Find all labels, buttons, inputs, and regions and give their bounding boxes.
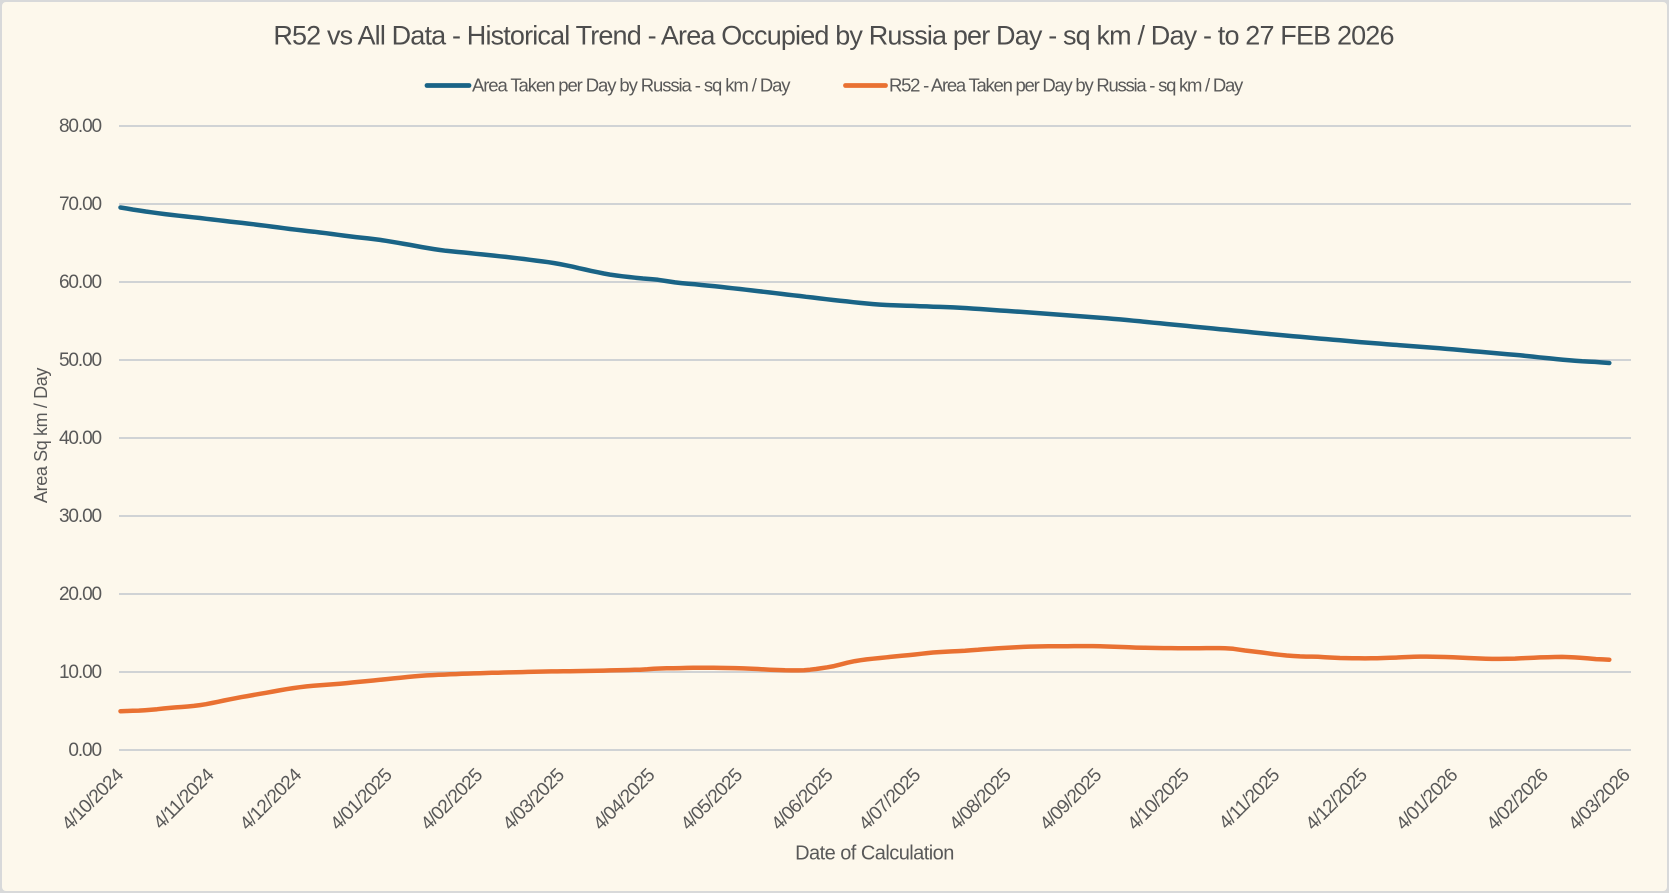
- svg-text:70.00: 70.00: [59, 194, 102, 215]
- svg-text:R52 - Area Taken per Day by Ru: R52 - Area Taken per Day by Russia - sq …: [889, 75, 1244, 96]
- svg-text:Date of Calculation: Date of Calculation: [795, 843, 954, 865]
- svg-text:40.00: 40.00: [59, 428, 102, 449]
- svg-text:80.00: 80.00: [59, 116, 102, 137]
- svg-text:60.00: 60.00: [59, 272, 102, 293]
- svg-text:20.00: 20.00: [59, 584, 102, 605]
- svg-text:Area Sq km / Day: Area Sq km / Day: [31, 368, 51, 503]
- svg-text:10.00: 10.00: [59, 662, 102, 683]
- svg-text:0.00: 0.00: [68, 740, 101, 761]
- svg-text:30.00: 30.00: [59, 506, 102, 527]
- svg-text:Area Taken per Day by Russia -: Area Taken per Day by Russia - sq km / D…: [472, 75, 791, 96]
- svg-text:50.00: 50.00: [59, 350, 102, 371]
- svg-text:R52 vs All Data - Historical T: R52 vs All Data - Historical Trend - Are…: [273, 21, 1393, 51]
